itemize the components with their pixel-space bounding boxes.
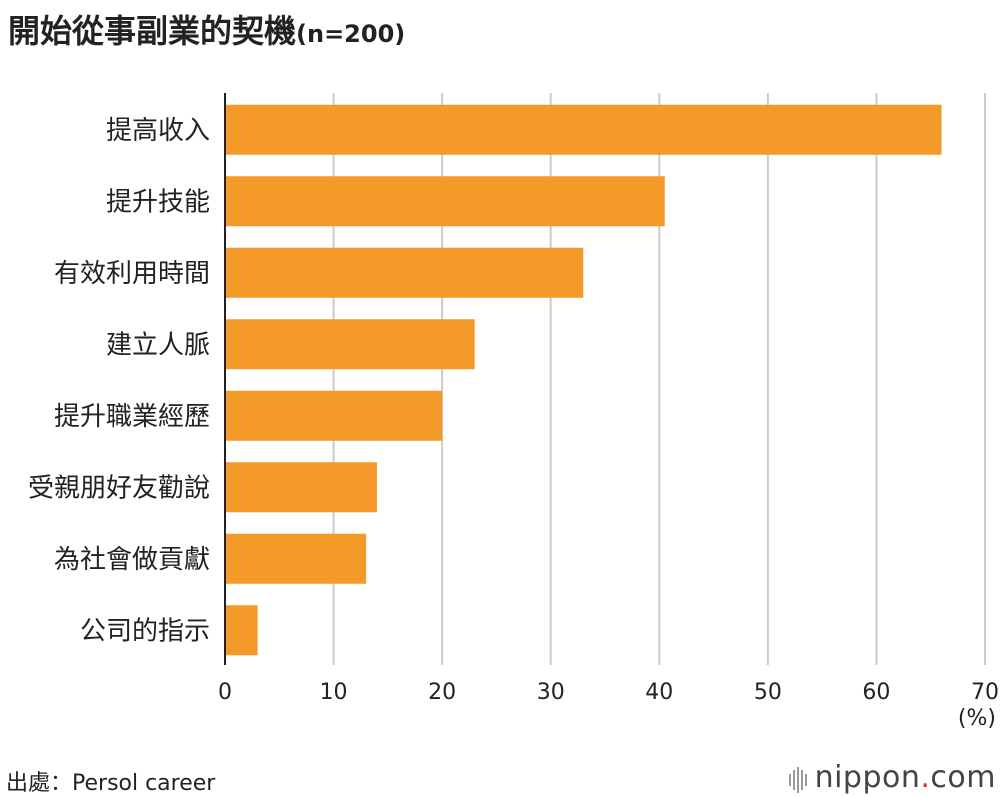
bar-7 [225,605,258,656]
category-label: 公司的指示 [80,616,210,646]
bar-2 [225,247,584,298]
category-label: 建立人脈 [106,330,210,360]
source-note: 出處：Persol career [6,771,216,796]
x-tick-label: 0 [218,680,232,705]
category-label: 有效利用時間 [54,259,210,289]
nippon-logo: nippon.com [788,760,996,796]
bar-4 [225,390,443,441]
bar-1 [225,176,665,227]
category-labels: 提高收入提升技能有效利用時間建立人脈提升職業經歷受親朋好友勸說為社會做貢獻公司的… [28,116,210,647]
category-label: 為社會做貢獻 [54,545,210,575]
category-label: 提升職業經歷 [54,402,210,432]
x-tick-label: 30 [537,680,565,705]
bar-0 [225,104,942,155]
bar-3 [225,319,475,370]
x-tick-label: 40 [645,680,673,705]
x-tick-label: 50 [754,680,782,705]
x-tick-label: 60 [862,680,890,705]
category-label: 受親朋好友勸說 [28,473,210,503]
chart-title-text: 開始從事副業的契機 [8,12,297,50]
bar-5 [225,462,377,513]
x-tick-label: 10 [320,680,348,705]
category-label: 提高收入 [106,116,210,146]
category-label: 提升技能 [106,187,210,217]
bar-6 [225,533,367,584]
brand-name: nippon [814,760,921,795]
brand-dot: . [920,760,931,795]
x-axis-unit: (%) [957,706,996,731]
x-tick-label: 70 [971,680,999,705]
bars [225,104,942,656]
x-tick-label: 20 [428,680,456,705]
chart-subtitle: (n=200) [296,20,406,48]
brand-suffix: com [930,760,996,795]
logo-bars-icon [788,761,809,796]
tick-labels: 0 10 20 30 40 50 60 70 [218,680,999,705]
chart-title: 開始從事副業的契機(n=200) [8,6,405,52]
